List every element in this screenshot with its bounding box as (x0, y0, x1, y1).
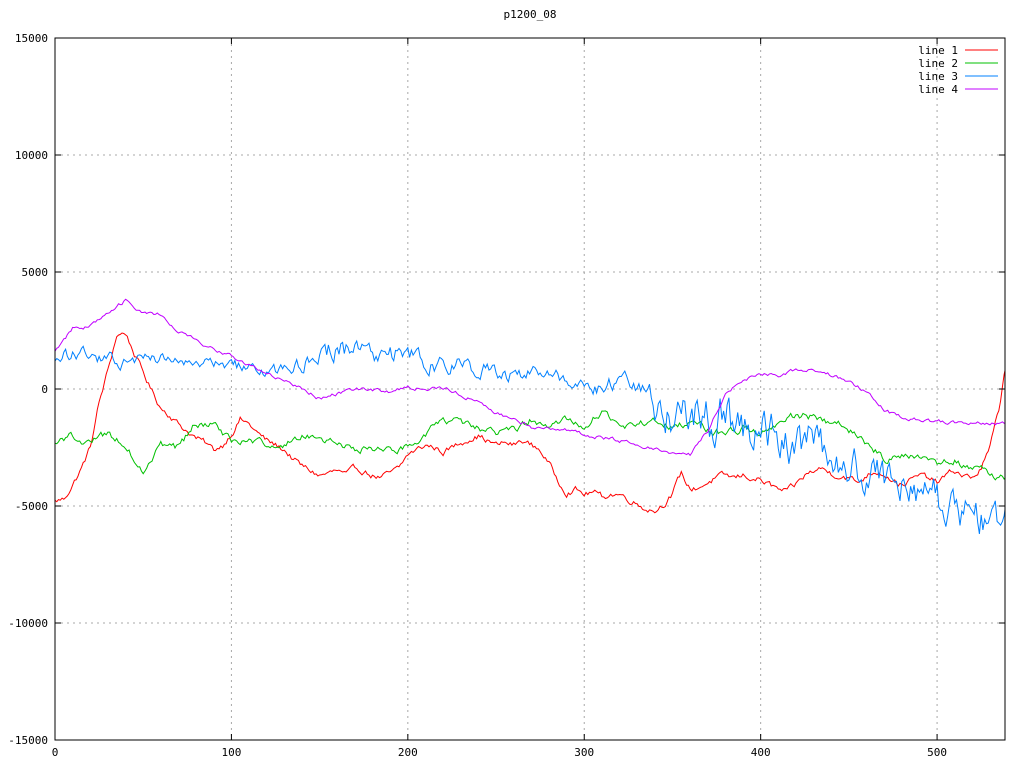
y-tick-label: -5000 (15, 500, 48, 513)
y-tick-label: -15000 (8, 734, 48, 747)
legend-label: line 4 (918, 83, 958, 96)
y-tick-label: 5000 (22, 266, 49, 279)
y-tick-label: 15000 (15, 32, 48, 45)
series-line-2 (55, 410, 1005, 481)
series-line-1 (55, 332, 1005, 514)
y-tick-label: 10000 (15, 149, 48, 162)
x-tick-label: 400 (751, 746, 771, 759)
legend-label: line 2 (918, 57, 958, 70)
x-tick-label: 200 (398, 746, 418, 759)
legend-label: line 1 (918, 44, 958, 57)
x-tick-label: 100 (221, 746, 241, 759)
chart-title: p1200_08 (503, 8, 557, 21)
legend-label: line 3 (918, 70, 958, 83)
x-tick-label: 300 (574, 746, 594, 759)
y-tick-label: -10000 (8, 617, 48, 630)
series-line-3 (55, 339, 1005, 534)
x-tick-label: 500 (927, 746, 947, 759)
series-line-4 (55, 298, 1005, 457)
y-tick-label: 0 (41, 383, 48, 396)
x-tick-label: 0 (52, 746, 59, 759)
